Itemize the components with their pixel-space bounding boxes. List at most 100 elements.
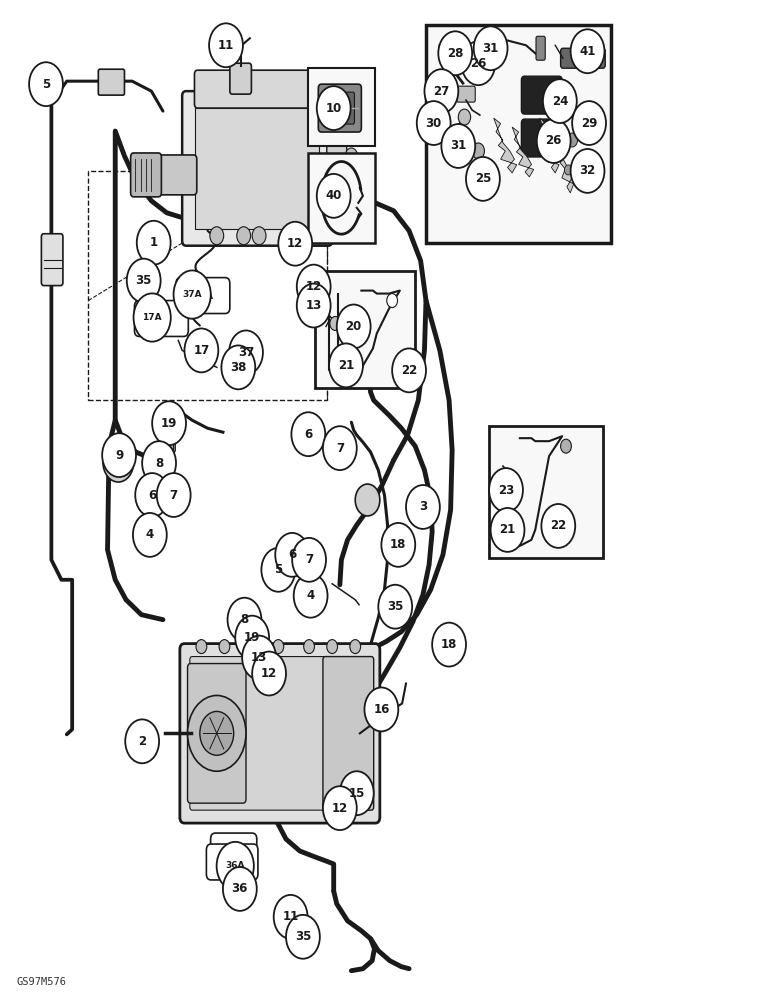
Text: 35: 35 (295, 930, 311, 943)
Circle shape (480, 45, 488, 55)
Circle shape (345, 118, 357, 134)
FancyBboxPatch shape (195, 70, 320, 108)
Circle shape (217, 842, 254, 890)
Text: 35: 35 (387, 600, 404, 613)
Circle shape (392, 348, 426, 392)
Text: 7: 7 (305, 553, 313, 566)
Circle shape (196, 640, 207, 654)
FancyBboxPatch shape (304, 423, 312, 439)
FancyBboxPatch shape (98, 69, 124, 95)
Text: 11: 11 (283, 910, 299, 923)
Circle shape (459, 109, 471, 125)
Circle shape (330, 317, 340, 330)
Circle shape (102, 433, 136, 477)
Circle shape (209, 23, 243, 67)
FancyBboxPatch shape (130, 153, 161, 197)
Text: 29: 29 (581, 117, 598, 130)
Circle shape (29, 62, 63, 106)
Circle shape (279, 222, 312, 266)
Circle shape (103, 442, 134, 482)
Text: 12: 12 (332, 802, 348, 815)
Text: 1: 1 (150, 236, 157, 249)
Text: 25: 25 (475, 172, 491, 185)
Text: 19: 19 (161, 417, 178, 430)
Circle shape (210, 227, 224, 245)
Text: 22: 22 (550, 519, 567, 532)
FancyBboxPatch shape (426, 25, 611, 243)
Text: 21: 21 (338, 359, 354, 372)
Circle shape (200, 711, 234, 755)
FancyBboxPatch shape (521, 76, 562, 114)
Text: 5: 5 (274, 563, 283, 576)
Circle shape (329, 343, 363, 387)
Circle shape (242, 636, 276, 680)
Text: 17A: 17A (151, 314, 172, 324)
Text: 19: 19 (244, 631, 260, 644)
FancyBboxPatch shape (324, 92, 354, 124)
FancyBboxPatch shape (536, 36, 545, 60)
Text: 24: 24 (552, 95, 568, 108)
Text: 22: 22 (401, 364, 417, 377)
Circle shape (276, 533, 309, 577)
Circle shape (381, 523, 415, 567)
Polygon shape (493, 118, 516, 173)
FancyBboxPatch shape (327, 146, 347, 166)
Text: 38: 38 (230, 361, 246, 374)
Circle shape (340, 771, 374, 815)
Circle shape (252, 652, 286, 695)
Circle shape (350, 640, 361, 654)
Circle shape (174, 270, 211, 319)
FancyBboxPatch shape (327, 176, 347, 196)
Circle shape (572, 101, 606, 145)
FancyBboxPatch shape (42, 234, 63, 286)
Text: 40: 40 (326, 189, 342, 202)
FancyBboxPatch shape (152, 155, 197, 195)
Text: 31: 31 (482, 42, 499, 55)
Text: 9: 9 (115, 449, 124, 462)
Circle shape (466, 157, 499, 201)
Text: 37A: 37A (192, 291, 213, 301)
Text: 30: 30 (425, 117, 442, 130)
FancyBboxPatch shape (163, 440, 173, 452)
FancyBboxPatch shape (182, 91, 332, 246)
Circle shape (491, 508, 524, 552)
Circle shape (472, 143, 485, 159)
FancyBboxPatch shape (307, 153, 375, 243)
Circle shape (364, 687, 398, 731)
Circle shape (406, 485, 440, 529)
Circle shape (303, 640, 314, 654)
Text: 4: 4 (146, 528, 154, 541)
Circle shape (135, 473, 169, 517)
FancyBboxPatch shape (190, 657, 370, 810)
Circle shape (127, 259, 161, 303)
Circle shape (296, 284, 330, 327)
Circle shape (262, 548, 295, 592)
Circle shape (334, 98, 350, 118)
Text: 15: 15 (349, 787, 365, 800)
Polygon shape (512, 127, 533, 177)
Text: 6: 6 (148, 489, 156, 502)
Circle shape (291, 412, 325, 456)
FancyBboxPatch shape (315, 271, 415, 388)
Circle shape (293, 574, 327, 618)
Circle shape (345, 148, 357, 164)
Circle shape (125, 719, 159, 763)
FancyBboxPatch shape (176, 278, 230, 314)
Circle shape (417, 101, 451, 145)
FancyBboxPatch shape (211, 833, 257, 865)
Circle shape (229, 330, 263, 374)
Circle shape (133, 513, 167, 557)
Circle shape (185, 328, 218, 372)
Circle shape (327, 640, 337, 654)
Text: 37A: 37A (182, 290, 202, 299)
Text: 18: 18 (441, 638, 457, 651)
Text: 7: 7 (170, 489, 178, 502)
Circle shape (425, 69, 459, 113)
Circle shape (438, 31, 472, 75)
Circle shape (274, 895, 307, 939)
Text: 13: 13 (251, 651, 267, 664)
Circle shape (273, 640, 283, 654)
Text: 17A: 17A (142, 313, 162, 322)
Circle shape (543, 79, 577, 123)
Circle shape (141, 521, 159, 545)
